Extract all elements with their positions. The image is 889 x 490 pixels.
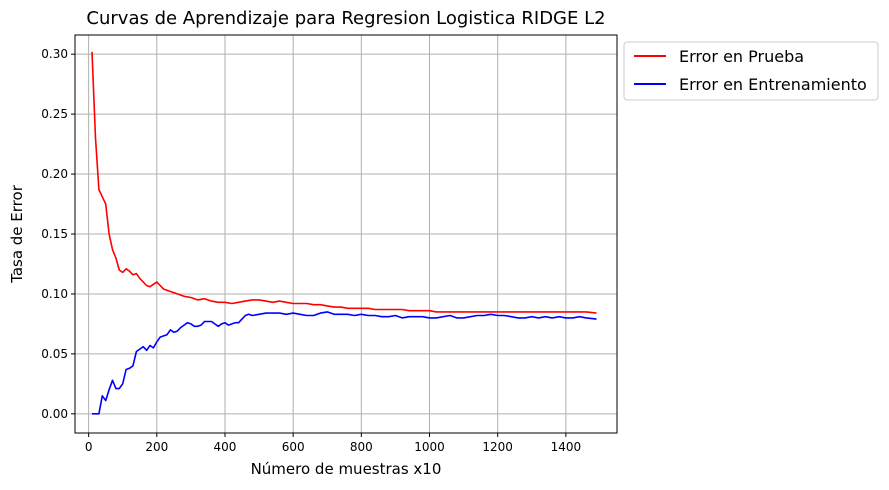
x-tick-label: 1400 [551, 440, 582, 454]
series-group [91, 51, 597, 415]
ticks: 0 200 400 600 800 1000 1200 1400 0.00 0.05 0.10 0.1… [41, 47, 581, 454]
series-line-error-en-prueba [91, 51, 597, 314]
legend: Error en Prueba Error en Entrenamiento [623, 41, 879, 101]
legend-entry-label: Error en Prueba [679, 47, 804, 66]
series-line-error-en-entrenamiento [92, 311, 597, 415]
y-tick-label: 0.10 [41, 287, 68, 301]
x-tick-label: 400 [214, 440, 237, 454]
x-tick-label: 1200 [482, 440, 513, 454]
grid [75, 35, 617, 433]
y-tick-label: 0.00 [41, 407, 68, 421]
x-tick-label: 0 [85, 440, 93, 454]
x-tick-label: 600 [282, 440, 305, 454]
y-tick-label: 0.25 [41, 107, 68, 121]
y-tick-label: 0.30 [41, 47, 68, 61]
legend-box [623, 41, 879, 101]
x-tick-label: 800 [350, 440, 373, 454]
y-tick-label: 0.05 [41, 347, 68, 361]
x-tick-label: 1000 [414, 440, 445, 454]
y-axis-title: Tasa de Error [8, 184, 26, 284]
y-tick-label: 0.20 [41, 167, 68, 181]
x-axis-title: Número de muestras x10 [251, 460, 442, 478]
chart-title: Curvas de Aprendizaje para Regresion Log… [86, 8, 605, 29]
legend-entry-label: Error en Entrenamiento [679, 75, 867, 94]
y-tick-label: 0.15 [41, 227, 68, 241]
x-tick-label: 200 [145, 440, 168, 454]
